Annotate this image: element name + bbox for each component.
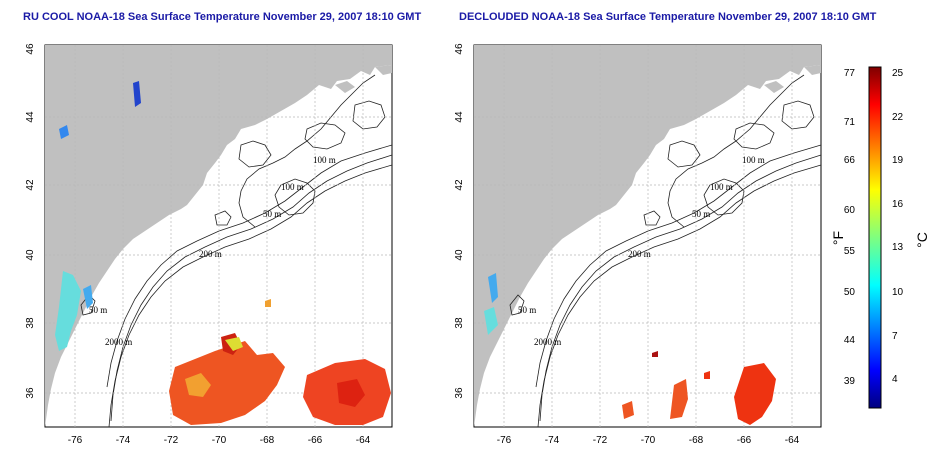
svg-text:10: 10: [892, 287, 904, 298]
svg-text:60: 60: [844, 205, 856, 216]
contour-labels: 100 m 100 m 50 m 200 m 50 m 2000 m: [89, 155, 336, 347]
svg-text:36: 36: [25, 387, 36, 399]
svg-text:100 m: 100 m: [742, 155, 765, 165]
svg-text:-72: -72: [593, 435, 608, 446]
svg-text:4: 4: [892, 374, 898, 385]
land-mass: [45, 45, 392, 427]
svg-text:-70: -70: [212, 435, 227, 446]
svg-text:-68: -68: [260, 435, 275, 446]
svg-text:-68: -68: [689, 435, 704, 446]
svg-text:77: 77: [844, 68, 856, 79]
temperature-colorbar: 77 71 66 60 55 50 44 39 25 22 19 16 13 1…: [830, 66, 930, 409]
svg-text:46: 46: [25, 43, 36, 55]
svg-text:22: 22: [892, 112, 904, 123]
svg-text:-64: -64: [785, 435, 800, 446]
land-mass: [474, 45, 821, 427]
right-map-title: DECLOUDED NOAA-18 Sea Surface Temperatur…: [459, 11, 877, 23]
svg-text:55: 55: [844, 246, 856, 257]
svg-text:42: 42: [25, 179, 36, 191]
svg-text:-70: -70: [641, 435, 656, 446]
svg-text:-66: -66: [737, 435, 752, 446]
svg-text:42: 42: [454, 179, 465, 191]
svg-text:50 m: 50 m: [89, 305, 107, 315]
svg-text:39: 39: [844, 376, 856, 387]
svg-text:50: 50: [844, 287, 856, 298]
svg-text:50 m: 50 m: [518, 305, 536, 315]
svg-text:44: 44: [25, 111, 36, 123]
right-sst-map: 100 m 100 m 50 m 200 m 50 m 2000 m -76 -…: [454, 43, 822, 446]
svg-text:25: 25: [892, 68, 904, 79]
svg-text:-76: -76: [68, 435, 83, 446]
svg-text:44: 44: [454, 111, 465, 123]
svg-text:46: 46: [454, 43, 465, 55]
svg-text:100 m: 100 m: [281, 182, 304, 192]
svg-text:71: 71: [844, 117, 856, 128]
svg-text:2000 m: 2000 m: [534, 337, 561, 347]
svg-text:-64: -64: [356, 435, 371, 446]
y-axis-ticks: 36 38 40 42 44 46: [454, 43, 465, 399]
svg-text:200 m: 200 m: [628, 249, 651, 259]
svg-text:100 m: 100 m: [313, 155, 336, 165]
svg-text:38: 38: [454, 317, 465, 329]
svg-text:40: 40: [25, 249, 36, 261]
left-sst-map: 100 m 100 m 50 m 200 m 50 m 2000 m -76 -…: [25, 43, 393, 446]
svg-text:38: 38: [25, 317, 36, 329]
svg-text:16: 16: [892, 199, 904, 210]
svg-text:50 m: 50 m: [263, 209, 281, 219]
fahrenheit-unit-label: °F: [830, 231, 846, 245]
svg-text:-74: -74: [116, 435, 131, 446]
sst-data: [484, 273, 776, 425]
svg-text:44: 44: [844, 335, 856, 346]
x-axis-ticks: -76 -74 -72 -70 -68 -66 -64: [68, 435, 371, 446]
svg-text:-76: -76: [497, 435, 512, 446]
svg-text:100 m: 100 m: [710, 182, 733, 192]
svg-text:-74: -74: [545, 435, 560, 446]
svg-text:19: 19: [892, 155, 904, 166]
colorbar-gradient: [868, 66, 882, 409]
svg-text:13: 13: [892, 242, 904, 253]
svg-text:-66: -66: [308, 435, 323, 446]
y-axis-ticks: 36 38 40 42 44 46: [25, 43, 36, 399]
svg-text:40: 40: [454, 249, 465, 261]
celsius-ticks: 25 22 19 16 13 10 7 4: [892, 68, 904, 385]
svg-text:-72: -72: [164, 435, 179, 446]
x-axis-ticks: -76 -74 -72 -70 -68 -66 -64: [497, 435, 800, 446]
svg-text:7: 7: [892, 331, 898, 342]
contour-labels: 100 m 100 m 50 m 200 m 50 m 2000 m: [518, 155, 765, 347]
left-map-title: RU COOL NOAA-18 Sea Surface Temperature …: [23, 11, 422, 23]
fahrenheit-ticks: 77 71 66 60 55 50 44 39: [844, 68, 856, 387]
celsius-unit-label: °C: [914, 232, 930, 248]
svg-text:66: 66: [844, 155, 856, 166]
svg-text:36: 36: [454, 387, 465, 399]
svg-text:2000 m: 2000 m: [105, 337, 132, 347]
svg-text:50 m: 50 m: [692, 209, 710, 219]
sst-data: [55, 81, 391, 425]
svg-text:200 m: 200 m: [199, 249, 222, 259]
